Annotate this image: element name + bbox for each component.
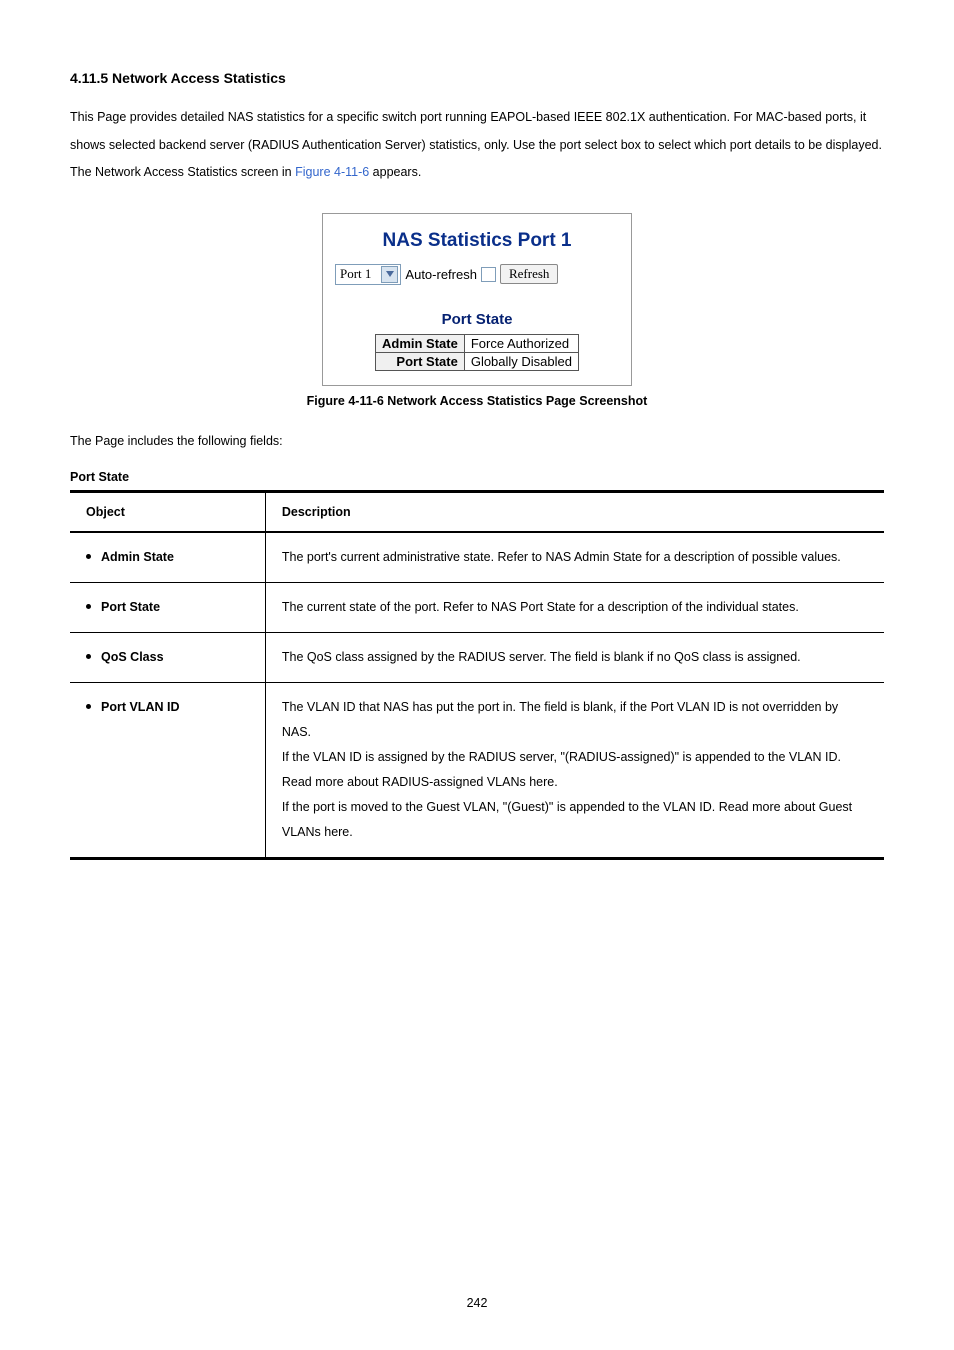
object-cell: Port State xyxy=(70,582,265,632)
fields-table: Object Description Admin State The port'… xyxy=(70,490,884,860)
port-state-subtitle: Port State xyxy=(335,311,619,328)
chevron-down-icon xyxy=(381,266,398,283)
table-section-title: Port State xyxy=(70,470,884,484)
controls-row: Port 1 Auto-refresh Refresh xyxy=(335,264,619,285)
bullet-icon xyxy=(86,604,91,609)
figure-link[interactable]: Figure 4-11-6 xyxy=(295,165,369,179)
table-row: QoS Class The QoS class assigned by the … xyxy=(70,632,884,682)
table-row: Port State Globally Disabled xyxy=(375,352,578,370)
description-cell: The VLAN ID that NAS has put the port in… xyxy=(265,682,884,858)
section-heading: 4.11.5 Network Access Statistics xyxy=(70,70,884,86)
description-cell: The port's current administrative state.… xyxy=(265,532,884,583)
table-row: Port VLAN ID The VLAN ID that NAS has pu… xyxy=(70,682,884,858)
figure-caption-prefix: Figure 4-11-6 xyxy=(307,394,388,408)
th-object: Object xyxy=(70,491,265,532)
object-cell: Admin State xyxy=(70,532,265,583)
auto-refresh-label: Auto-refresh xyxy=(405,267,477,282)
port-select-value: Port 1 xyxy=(340,266,371,282)
admin-state-label: Admin State xyxy=(375,334,464,352)
intro-prefix: This Page provides detailed NAS statisti… xyxy=(70,110,882,179)
object-label: Port State xyxy=(101,595,160,620)
table-header-row: Object Description xyxy=(70,491,884,532)
page-number: 242 xyxy=(0,1296,954,1310)
object-label: Port VLAN ID xyxy=(101,695,179,720)
intro-paragraph: This Page provides detailed NAS statisti… xyxy=(70,104,884,187)
description-cell: The current state of the port. Refer to … xyxy=(265,582,884,632)
figure-caption: Figure 4-11-6 Network Access Statistics … xyxy=(307,394,648,408)
intro-suffix: appears. xyxy=(369,165,421,179)
port-select[interactable]: Port 1 xyxy=(335,264,401,285)
includes-line: The Page includes the following fields: xyxy=(70,434,884,448)
admin-state-value: Force Authorized xyxy=(464,334,578,352)
bullet-icon xyxy=(86,654,91,659)
port-state-table: Admin State Force Authorized Port State … xyxy=(375,334,579,371)
screenshot-title: NAS Statistics Port 1 xyxy=(335,230,619,252)
bullet-icon xyxy=(86,704,91,709)
refresh-button[interactable]: Refresh xyxy=(500,264,558,284)
table-row: Admin State The port's current administr… xyxy=(70,532,884,583)
port-state-value: Globally Disabled xyxy=(464,352,578,370)
description-cell: The QoS class assigned by the RADIUS ser… xyxy=(265,632,884,682)
bullet-icon xyxy=(86,554,91,559)
port-state-label: Port State xyxy=(375,352,464,370)
page-root: 4.11.5 Network Access Statistics This Pa… xyxy=(0,0,954,1350)
table-row: Port State The current state of the port… xyxy=(70,582,884,632)
object-label: Admin State xyxy=(101,545,174,570)
object-cell: Port VLAN ID xyxy=(70,682,265,858)
nas-statistics-screenshot: NAS Statistics Port 1 Port 1 Auto-refres… xyxy=(322,213,632,386)
figure-wrap: NAS Statistics Port 1 Port 1 Auto-refres… xyxy=(70,213,884,408)
table-row: Admin State Force Authorized xyxy=(375,334,578,352)
th-description: Description xyxy=(265,491,884,532)
object-cell: QoS Class xyxy=(70,632,265,682)
auto-refresh-checkbox[interactable] xyxy=(481,267,496,282)
object-label: QoS Class xyxy=(101,645,164,670)
figure-caption-text: Network Access Statistics Page Screensho… xyxy=(387,394,647,408)
